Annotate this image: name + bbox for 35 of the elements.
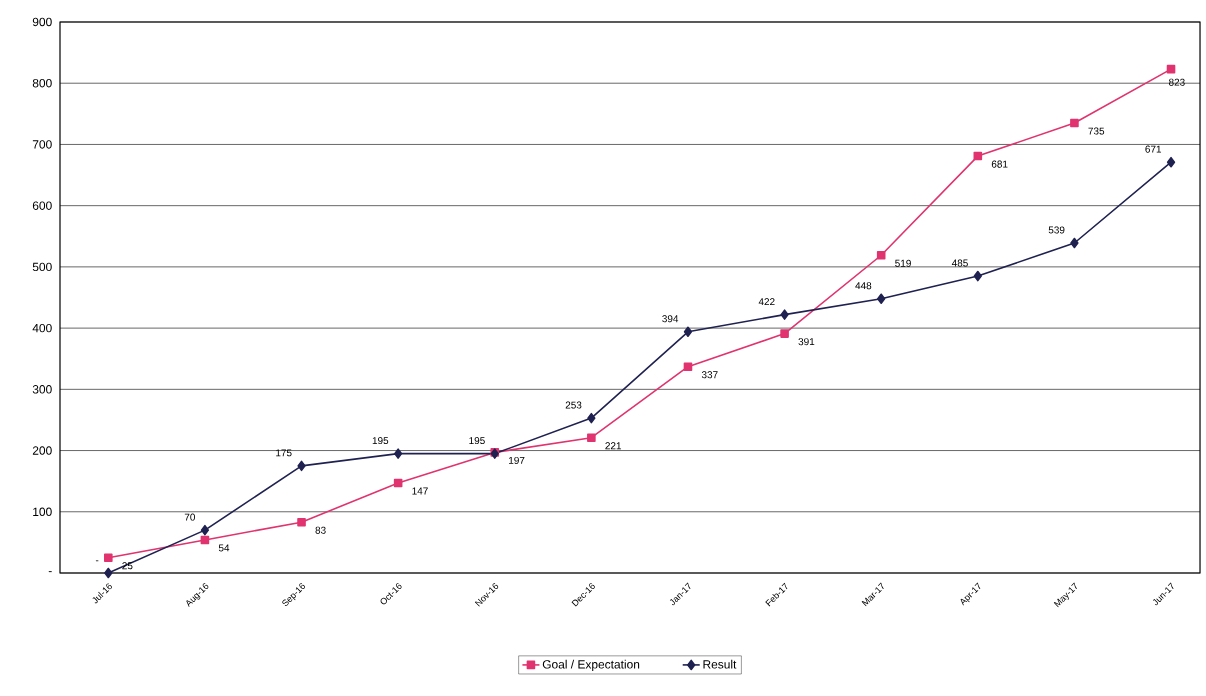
data-label: 448 — [855, 282, 872, 290]
data-label: 485 — [951, 259, 968, 267]
data-label: 54 — [218, 544, 230, 552]
data-label: 70 — [184, 513, 196, 521]
y-tick-label: 300 — [32, 385, 52, 394]
y-tick-label: 100 — [33, 507, 52, 516]
y-tick-label: 400 — [32, 323, 52, 333]
data-label: 519 — [895, 259, 911, 267]
data-label: 147 — [412, 487, 428, 495]
y-tick-label: 500 — [32, 262, 52, 272]
legend-label: Goal / Expectation — [542, 659, 640, 671]
data-label: - — [95, 560, 99, 562]
y-tick-label: 900 — [32, 17, 52, 27]
data-label: 175 — [276, 449, 292, 457]
data-label: 195 — [372, 437, 389, 445]
data-label: 195 — [469, 437, 485, 445]
data-label: 83 — [315, 526, 326, 534]
data-label: 221 — [605, 442, 622, 450]
y-tick-label: 200 — [32, 446, 52, 455]
data-label: 823 — [1168, 78, 1185, 86]
data-label: 539 — [1048, 226, 1065, 234]
y-tick-label: 600 — [32, 201, 52, 210]
y-tick-label: 800 — [32, 78, 52, 88]
data-label: 253 — [565, 401, 582, 409]
data-label: 337 — [701, 371, 718, 379]
data-label: 197 — [509, 456, 525, 464]
data-label: 391 — [798, 338, 815, 346]
data-label: 671 — [1145, 145, 1162, 153]
legend-label: Result — [703, 659, 737, 669]
y-tick-label: 700 — [32, 140, 52, 149]
y-tick-label: - — [48, 571, 52, 573]
data-label: 422 — [758, 298, 775, 306]
data-label: 735 — [1088, 127, 1105, 135]
data-label: 681 — [991, 160, 1008, 168]
data-label: 394 — [662, 315, 679, 323]
